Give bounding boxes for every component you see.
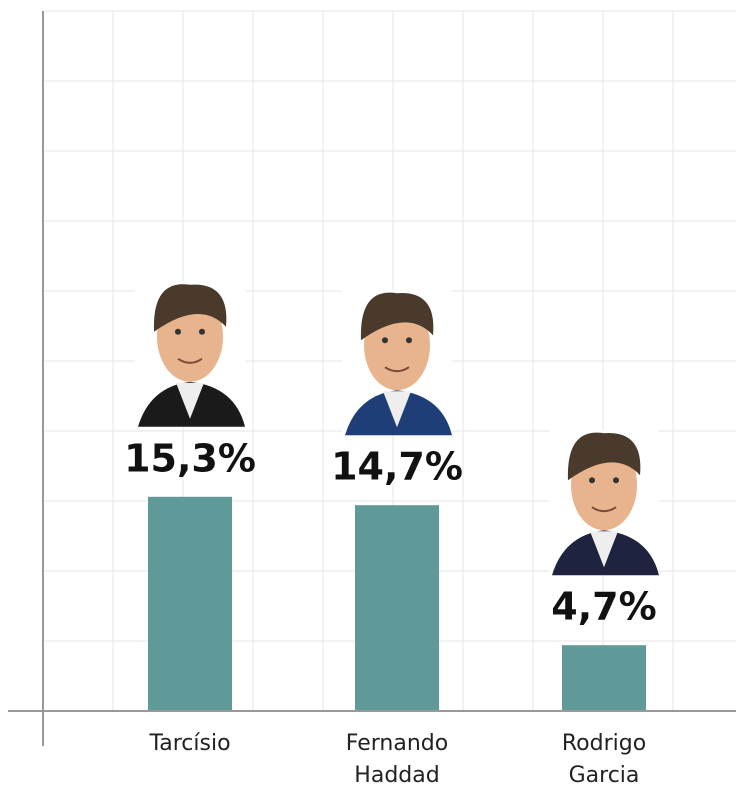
portrait-eye [382,337,388,343]
portrait [135,282,245,427]
bar [148,497,232,711]
portrait-eye [613,477,619,483]
portrait [342,290,452,435]
value-label: 14,7% [331,445,463,489]
value-label: 4,7% [551,585,656,629]
plot: 15,3% 14,7% 4,7% [0,0,736,787]
portrait-eye [175,329,181,335]
x-tick-label: Tarcísio [130,728,250,760]
bar [355,505,439,711]
portrait [549,430,659,575]
value-label: 15,3% [124,436,256,480]
chart: 15,3% 14,7% 4,7% Tarcísio Fernando Haddad Ro… [0,0,736,787]
portrait-eye [589,477,595,483]
portrait-eye [406,337,412,343]
portrait-eye [199,329,205,335]
x-tick-label: Rodrigo Garcia [544,728,664,787]
x-tick-label: Fernando Haddad [337,728,457,787]
bar [562,645,646,711]
